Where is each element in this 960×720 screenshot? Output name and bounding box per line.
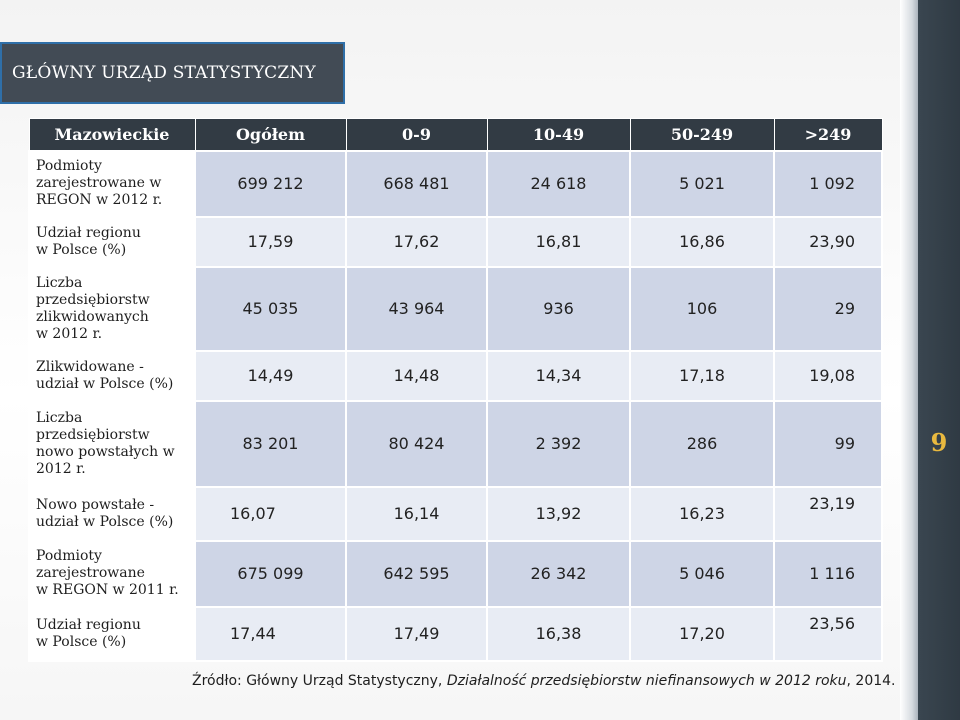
table-cell: 16,07 xyxy=(194,485,347,542)
table-cell: 936 xyxy=(486,265,631,352)
column-header-over-249: >249 xyxy=(773,118,883,151)
table-header-row: Mazowieckie Ogółem 0-9 10-49 50-249 >249 xyxy=(28,118,883,151)
table-cell: 16,81 xyxy=(486,215,631,268)
table-cell: 17,20 xyxy=(629,605,775,662)
table-cell: 17,18 xyxy=(629,349,775,402)
row-label: Liczba przedsiębiorstw zlikwidowanych w … xyxy=(28,265,196,352)
row-label: Udział regionu w Polsce (%) xyxy=(28,605,196,662)
table-cell: 16,23 xyxy=(629,485,775,542)
row-label: Udział regionu w Polsce (%) xyxy=(28,215,196,268)
table-cell: 17,49 xyxy=(345,605,488,662)
decorative-band-light xyxy=(900,0,920,720)
table-cell: 2 392 xyxy=(486,399,631,488)
table-row: Udział regionu w Polsce (%) 17,59 17,62 … xyxy=(28,215,883,268)
table-cell: 642 595 xyxy=(345,539,488,608)
table-cell: 23,90 xyxy=(773,215,883,268)
row-label: Podmioty zarejestrowane w REGON w 2011 r… xyxy=(28,539,196,608)
table-cell: 19,08 xyxy=(773,349,883,402)
table-cell: 14,48 xyxy=(345,349,488,402)
source-suffix: , 2014. xyxy=(846,673,896,689)
row-label: Liczba przedsiębiorstw nowo powstałych w… xyxy=(28,399,196,488)
table-cell: 23,56 xyxy=(773,605,883,662)
column-header-0-9: 0-9 xyxy=(345,118,488,151)
row-label: Podmioty zarejestrowane w REGON w 2012 r… xyxy=(28,149,196,218)
table-cell: 16,38 xyxy=(486,605,631,662)
column-header-50-249: 50-249 xyxy=(629,118,775,151)
table-cell: 699 212 xyxy=(194,149,347,218)
column-header-region: Mazowieckie xyxy=(28,118,196,151)
header-title: GŁÓWNY URZĄD STATYSTYCZNY xyxy=(12,63,316,83)
header-box: GŁÓWNY URZĄD STATYSTYCZNY xyxy=(0,42,345,104)
table-cell: 1 116 xyxy=(773,539,883,608)
source-prefix: Źródło: Główny Urząd Statystyczny, xyxy=(192,673,447,689)
slide-number: 9 xyxy=(930,427,948,457)
table-cell: 668 481 xyxy=(345,149,488,218)
table-cell: 1 092 xyxy=(773,149,883,218)
table-cell: 5 046 xyxy=(629,539,775,608)
row-label: Nowo powstałe - udział w Polsce (%) xyxy=(28,485,196,542)
table-cell: 14,34 xyxy=(486,349,631,402)
table-cell: 14,49 xyxy=(194,349,347,402)
table-row: Udział regionu w Polsce (%) 17,44 17,49 … xyxy=(28,605,883,662)
decorative-band-dark xyxy=(918,0,960,720)
table-cell: 43 964 xyxy=(345,265,488,352)
source-note: Źródło: Główny Urząd Statystyczny, Dział… xyxy=(192,673,896,689)
table-row: Liczba przedsiębiorstw zlikwidowanych w … xyxy=(28,265,883,352)
column-header-total: Ogółem xyxy=(194,118,347,151)
table-cell: 106 xyxy=(629,265,775,352)
table-cell: 45 035 xyxy=(194,265,347,352)
table-row: Podmioty zarejestrowane w REGON w 2011 r… xyxy=(28,539,883,608)
table-cell: 24 618 xyxy=(486,149,631,218)
table-cell: 16,86 xyxy=(629,215,775,268)
table-row: Zlikwidowane - udział w Polsce (%) 14,49… xyxy=(28,349,883,402)
table-row: Liczba przedsiębiorstw nowo powstałych w… xyxy=(28,399,883,488)
table-cell: 5 021 xyxy=(629,149,775,218)
statistics-table: Mazowieckie Ogółem 0-9 10-49 50-249 >249… xyxy=(28,118,883,662)
table-row: Nowo powstałe - udział w Polsce (%) 16,0… xyxy=(28,485,883,542)
table-cell: 675 099 xyxy=(194,539,347,608)
column-header-10-49: 10-49 xyxy=(486,118,631,151)
table-cell: 17,44 xyxy=(194,605,347,662)
table-cell: 23,19 xyxy=(773,485,883,542)
table-cell: 29 xyxy=(773,265,883,352)
table-cell: 17,62 xyxy=(345,215,488,268)
table-cell: 17,59 xyxy=(194,215,347,268)
table-cell: 16,14 xyxy=(345,485,488,542)
row-label: Zlikwidowane - udział w Polsce (%) xyxy=(28,349,196,402)
table-cell: 80 424 xyxy=(345,399,488,488)
table-cell: 286 xyxy=(629,399,775,488)
table-cell: 99 xyxy=(773,399,883,488)
source-publication-title: Działalność przedsiębiorstw niefinansowy… xyxy=(446,673,847,689)
table-cell: 83 201 xyxy=(194,399,347,488)
table-cell: 26 342 xyxy=(486,539,631,608)
table-cell: 13,92 xyxy=(486,485,631,542)
table-row: Podmioty zarejestrowane w REGON w 2012 r… xyxy=(28,149,883,218)
